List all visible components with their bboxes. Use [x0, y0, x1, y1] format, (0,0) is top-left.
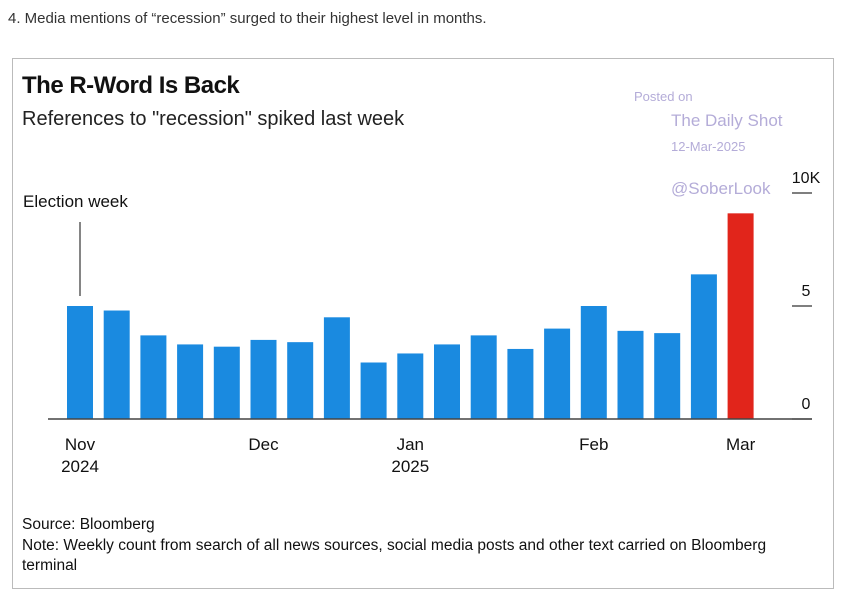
- x-tick-label: Nov 2024: [61, 435, 99, 476]
- watermark: 12-Mar-2025: [671, 139, 746, 154]
- bar: [580, 306, 607, 419]
- bar: [67, 306, 93, 419]
- watermark: The Daily Shot: [671, 111, 783, 130]
- x-tick-label: Dec: [248, 435, 279, 454]
- bar: [690, 274, 717, 419]
- bar: [323, 317, 350, 419]
- chart-title: The R-Word Is Back: [22, 72, 240, 99]
- watermark: @SoberLook: [671, 179, 771, 198]
- bar: [434, 344, 460, 419]
- chart-frame: [12, 58, 834, 589]
- y-tick-label: 5: [802, 283, 811, 300]
- bar: [727, 213, 754, 419]
- annotation: Election week: [23, 192, 128, 211]
- bar: [360, 362, 387, 419]
- bar: [654, 333, 681, 419]
- note: Note: Weekly count from search of all ne…: [22, 537, 767, 574]
- caption: 4. Media mentions of “recession” surged …: [8, 10, 487, 27]
- bar: [287, 342, 314, 419]
- bar: [397, 353, 424, 419]
- source: Source: Bloomberg: [22, 516, 155, 533]
- bar: [103, 310, 130, 419]
- y-tick-label: 0: [802, 396, 811, 413]
- bar: [213, 346, 240, 419]
- bar: [250, 339, 277, 419]
- x-tick-label: Jan 2025: [391, 435, 430, 476]
- chart-subtitle: References to "recession" spiked last we…: [22, 108, 405, 130]
- x-tick-label: Mar: [725, 435, 756, 454]
- bar: [470, 335, 497, 419]
- bar: [544, 328, 571, 419]
- bar: [140, 335, 167, 419]
- bar: [177, 344, 204, 419]
- bar: [617, 330, 644, 419]
- watermark: Posted on: [634, 89, 693, 104]
- x-tick-label: Feb: [579, 435, 609, 454]
- y-tick-label: 10K: [792, 170, 821, 187]
- bar: [507, 348, 534, 419]
